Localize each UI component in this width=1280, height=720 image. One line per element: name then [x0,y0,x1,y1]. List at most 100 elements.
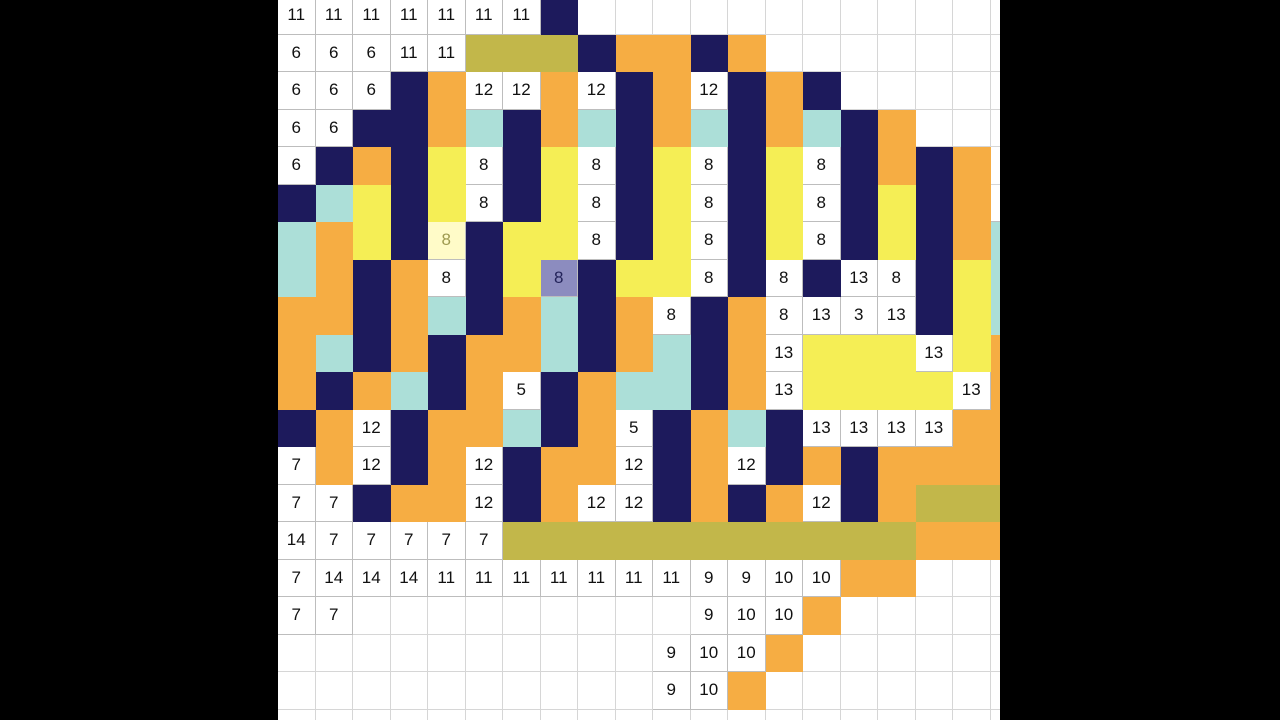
painted-cell[interactable] [878,484,916,522]
painted-cell[interactable] [690,372,728,410]
painted-cell[interactable] [690,522,728,560]
number-cell[interactable]: 9 [690,559,728,597]
painted-cell[interactable] [503,184,541,222]
painted-cell[interactable] [728,72,766,110]
painted-cell[interactable] [653,372,691,410]
painted-cell[interactable] [278,259,316,297]
painted-cell[interactable] [690,109,728,147]
painted-cell[interactable] [503,409,541,447]
painted-cell[interactable] [503,334,541,372]
number-cell[interactable]: 8 [803,184,841,222]
painted-cell[interactable] [690,334,728,372]
number-cell[interactable]: 12 [615,447,653,485]
painted-cell[interactable] [540,297,578,335]
painted-cell[interactable] [765,147,803,185]
number-cell[interactable]: 10 [728,634,766,672]
painted-cell[interactable] [428,297,466,335]
number-cell[interactable]: 13 [878,409,916,447]
number-cell[interactable]: 3 [840,297,878,335]
painted-cell[interactable] [428,484,466,522]
painted-cell[interactable] [353,259,391,297]
number-cell[interactable]: 13 [803,409,841,447]
painted-cell[interactable] [503,109,541,147]
painted-cell[interactable] [765,447,803,485]
painted-cell[interactable] [728,147,766,185]
number-cell[interactable]: 13 [840,259,878,297]
painted-cell[interactable] [990,259,1000,297]
number-cell[interactable]: 9 [728,559,766,597]
painted-cell[interactable] [315,259,353,297]
painted-cell[interactable] [540,334,578,372]
painted-cell[interactable] [953,259,991,297]
painted-cell[interactable] [540,184,578,222]
painted-cell[interactable] [615,222,653,260]
painted-cell[interactable] [390,334,428,372]
painted-cell[interactable] [765,484,803,522]
number-cell[interactable]: 7 [428,522,466,560]
painted-cell[interactable] [765,634,803,672]
painted-cell[interactable] [878,147,916,185]
number-cell[interactable]: 12 [353,409,391,447]
painted-cell[interactable] [353,184,391,222]
painted-cell[interactable] [278,334,316,372]
painted-cell[interactable] [690,484,728,522]
painted-cell[interactable] [990,372,1000,410]
number-cell[interactable]: 6 [315,72,353,110]
number-cell[interactable]: 5 [503,372,541,410]
painted-cell[interactable] [278,409,316,447]
painted-cell[interactable] [578,372,616,410]
painted-cell[interactable] [428,72,466,110]
painted-cell[interactable] [390,447,428,485]
painted-cell[interactable] [728,297,766,335]
painted-cell[interactable] [315,222,353,260]
painted-cell[interactable] [915,522,953,560]
number-cell[interactable]: 10 [728,597,766,635]
painted-cell[interactable] [878,222,916,260]
painted-cell[interactable] [653,334,691,372]
number-cell[interactable]: 8 [803,222,841,260]
painted-cell[interactable] [540,522,578,560]
painted-cell[interactable] [615,184,653,222]
painted-cell[interactable] [728,522,766,560]
painted-cell[interactable] [990,484,1000,522]
painted-cell[interactable] [615,147,653,185]
painted-cell[interactable] [953,447,991,485]
painted-cell[interactable] [728,372,766,410]
painted-cell[interactable] [428,447,466,485]
painted-cell[interactable] [653,34,691,72]
painted-cell[interactable] [540,372,578,410]
number-cell[interactable]: 7 [278,447,316,485]
number-cell[interactable]: 12 [690,72,728,110]
painted-cell[interactable] [990,297,1000,335]
painted-cell[interactable] [690,297,728,335]
painted-cell[interactable] [878,334,916,372]
painted-cell[interactable] [390,372,428,410]
number-cell[interactable]: 8 [578,184,616,222]
number-cell[interactable]: 12 [503,72,541,110]
painted-cell[interactable] [578,447,616,485]
painted-cell[interactable] [840,334,878,372]
painted-cell[interactable] [615,372,653,410]
number-cell[interactable]: 8 [690,147,728,185]
painted-cell[interactable] [840,559,878,597]
number-cell[interactable]: 11 [278,0,316,35]
painted-cell[interactable] [915,184,953,222]
painted-cell[interactable] [315,147,353,185]
number-cell[interactable]: 11 [353,0,391,35]
number-cell[interactable]: 8 [878,259,916,297]
painted-cell[interactable] [765,222,803,260]
number-cell[interactable]: 11 [503,0,541,35]
painted-cell[interactable] [390,184,428,222]
painted-cell[interactable] [765,409,803,447]
painted-cell[interactable] [728,334,766,372]
painted-cell[interactable] [840,147,878,185]
number-cell[interactable]: 11 [540,559,578,597]
number-cell[interactable]: 9 [653,672,691,710]
painted-cell[interactable] [540,147,578,185]
painted-cell[interactable] [315,334,353,372]
number-cell[interactable]: 7 [315,484,353,522]
painted-cell[interactable] [465,109,503,147]
painted-cell[interactable] [690,34,728,72]
number-cell[interactable]: 6 [278,109,316,147]
painted-cell[interactable] [315,409,353,447]
